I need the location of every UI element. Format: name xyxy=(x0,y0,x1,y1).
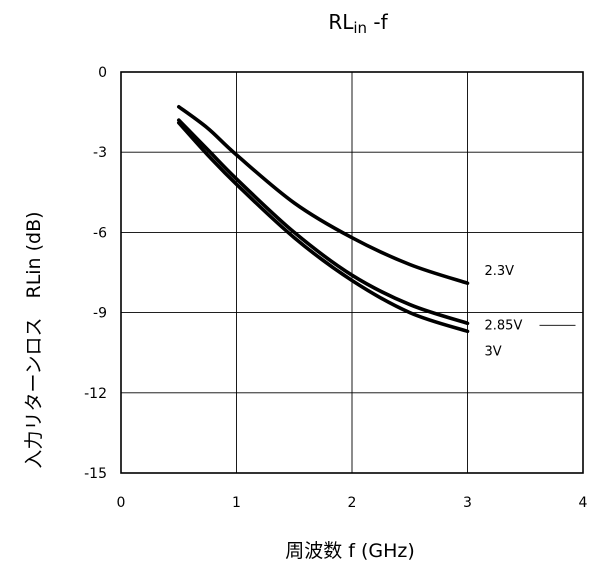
x-tick-label-4: 4 xyxy=(579,495,588,511)
y-axis-title: 入力リターンロス RLin (dB) xyxy=(23,211,45,468)
series-label-2.3V: 2.3V xyxy=(485,264,515,279)
x-tick-label-0: 0 xyxy=(117,495,126,511)
series-layer xyxy=(177,105,470,334)
x-tick-label-1: 1 xyxy=(232,495,241,511)
series-line-2.3V xyxy=(177,105,470,285)
grid-layer xyxy=(121,72,583,473)
y-tick-label-4: -12 xyxy=(84,386,107,402)
y-tick-label-3: -9 xyxy=(93,306,107,322)
x-tick-label-2: 2 xyxy=(348,495,357,511)
y-tick-label-0: 0 xyxy=(98,65,107,81)
series-label-2.85V: 2.85V xyxy=(485,318,523,333)
x-axis-title: 周波数 f (GHz) xyxy=(285,540,415,562)
plot-area-frame xyxy=(120,71,584,474)
chart-title-main: RL xyxy=(328,10,354,34)
y-tick-label-5: -15 xyxy=(84,466,107,482)
chart-title-suffix: -f xyxy=(367,10,389,34)
series-line-2.85V xyxy=(177,118,470,326)
y-tick-label-2: -6 xyxy=(93,225,107,241)
tick-label-layer: 0 1 2 3 4 0 -3 -6 -9 -12 -15 xyxy=(84,65,587,511)
series-line-3V xyxy=(177,121,470,334)
y-tick-label-1: -3 xyxy=(93,145,107,161)
series-label-layer: 2.3V 2.85V 3V xyxy=(485,264,576,359)
x-tick-label-3: 3 xyxy=(463,495,472,511)
series-label-3V: 3V xyxy=(485,344,502,359)
chart-title-subscript: in xyxy=(353,19,367,37)
chart-title: RLin -f xyxy=(328,10,388,37)
